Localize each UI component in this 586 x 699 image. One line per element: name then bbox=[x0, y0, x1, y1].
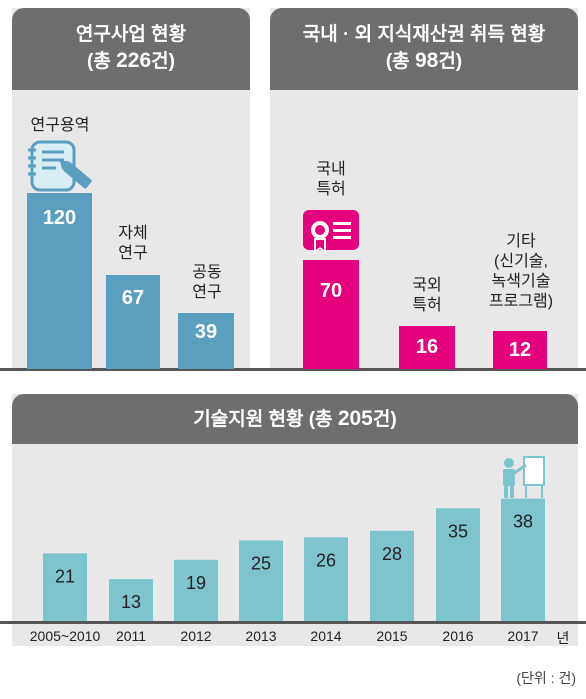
research-bar-3: 39 bbox=[178, 313, 234, 369]
ip-total: (총 98건) bbox=[385, 49, 463, 72]
research-header: 연구사업 현황 (총 226건) bbox=[12, 8, 250, 90]
research-label-3: 공동 연구 bbox=[192, 264, 222, 301]
year-label: 2014 bbox=[310, 628, 342, 644]
ip-bar-2-value: 16 bbox=[415, 336, 439, 358]
ip-title: 국내 · 외 지식재산권 취득 현황 bbox=[302, 24, 546, 45]
support-bar-2014 bbox=[304, 537, 348, 621]
support-bar-value: 28 bbox=[382, 544, 402, 564]
year-label: 2015 bbox=[376, 628, 408, 644]
ip-label-2: 국외 특허 bbox=[412, 277, 442, 314]
year-label: 2012 bbox=[180, 628, 212, 644]
support-bar-2005~2010 bbox=[43, 553, 87, 621]
ip-bar-3-value: 12 bbox=[508, 339, 532, 361]
research-total: (총 226건) bbox=[87, 49, 175, 72]
support-bar-2015 bbox=[370, 530, 414, 621]
support-header: 기술지원 현황 (총 205건) bbox=[12, 394, 578, 444]
research-bar-1-value: 120 bbox=[42, 207, 77, 229]
research-title: 연구사업 현황 bbox=[75, 24, 187, 45]
ip-bar-1-value: 70 bbox=[319, 280, 343, 302]
research-label-2: 자체 연구 bbox=[118, 225, 148, 262]
ip-label-1: 국내 특허 bbox=[316, 161, 346, 198]
support-bar-2011 bbox=[109, 579, 153, 621]
support-bar-value: 21 bbox=[55, 566, 75, 586]
year-label: 2011 bbox=[115, 628, 147, 644]
support-bar-value: 13 bbox=[121, 592, 141, 612]
year-label: 2017 bbox=[507, 628, 539, 644]
ip-header: 국내 · 외 지식재산권 취득 현황 (총 98건) bbox=[270, 8, 578, 90]
ip-bar-1: 70 bbox=[303, 260, 359, 369]
research-bar-2: 67 bbox=[106, 275, 160, 369]
research-bar-3-value: 39 bbox=[194, 321, 218, 343]
support-panel: 기술지원 현황 (총 205건) bbox=[12, 394, 578, 646]
unit-note: (단위 : 건) bbox=[516, 670, 576, 686]
year-label: 2016 bbox=[442, 628, 474, 644]
support-bar-2017 bbox=[501, 498, 545, 621]
research-label-1: 연구용역 bbox=[30, 117, 90, 134]
support-bar-value: 25 bbox=[251, 554, 271, 574]
support-bar-value: 38 bbox=[513, 512, 533, 532]
ip-bar-2: 16 bbox=[399, 326, 455, 369]
research-bar-1: 120 bbox=[27, 193, 92, 369]
document-pencil-icon bbox=[28, 140, 92, 192]
top-baseline bbox=[0, 368, 586, 371]
support-bar-value: 35 bbox=[448, 521, 468, 541]
support-bar-value: 19 bbox=[186, 573, 206, 593]
support-baseline bbox=[0, 621, 586, 624]
support-bar-value: 26 bbox=[316, 550, 336, 570]
year-label: 2005~2010 bbox=[29, 628, 101, 644]
support-bar-2013 bbox=[239, 540, 283, 621]
year-label: 2013 bbox=[245, 628, 277, 644]
ip-label-3: 기타 (신기술, 녹색기술 프로그램) bbox=[488, 233, 554, 310]
research-bar-2-value: 67 bbox=[121, 287, 145, 309]
support-title: 기술지원 현황 (총 205건) bbox=[193, 407, 397, 430]
support-bar-2012 bbox=[174, 559, 218, 621]
certificate-icon bbox=[303, 210, 359, 254]
support-bar-2016 bbox=[436, 508, 480, 621]
presenter-board-icon bbox=[503, 456, 545, 498]
year-unit-label: 년 bbox=[556, 630, 570, 646]
ip-bar-3: 12 bbox=[493, 331, 547, 369]
